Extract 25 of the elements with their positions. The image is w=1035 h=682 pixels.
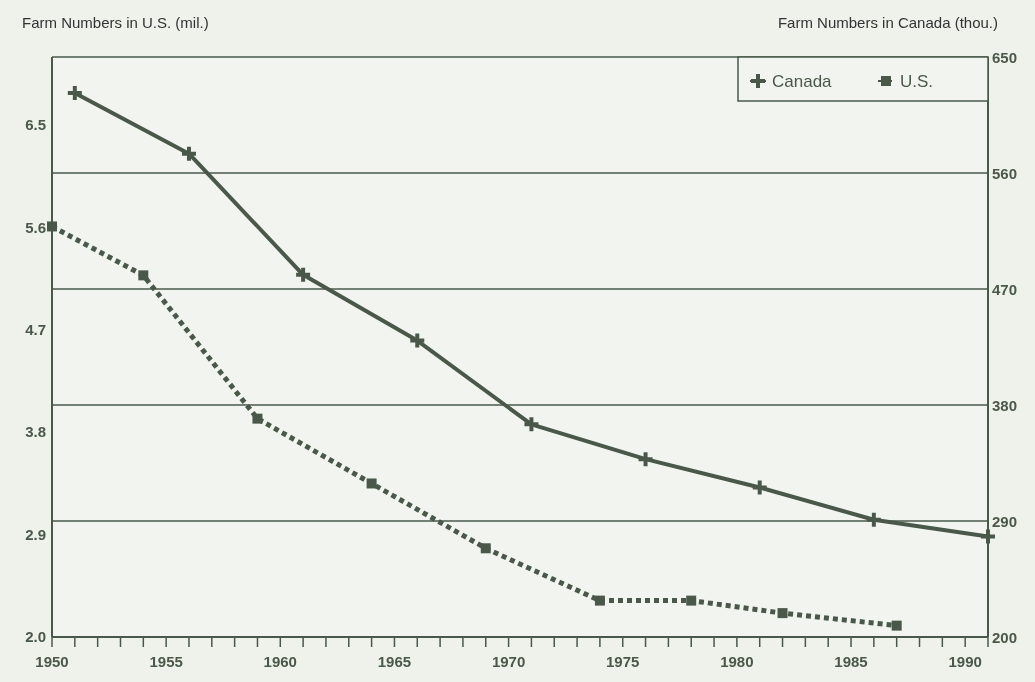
y2-tick-label: 290 (992, 513, 1018, 530)
y2-tick-label: 650 (992, 49, 1018, 66)
x-tick-label: 1980 (720, 653, 754, 670)
y-tick-label: 5.6 (25, 218, 46, 236)
y-tick-label: 2.9 (25, 525, 46, 543)
y-tick-label: 6.5 (25, 116, 46, 134)
y-tick-label: 3.8 (25, 423, 46, 441)
y2-tick-label: 560 (992, 165, 1018, 182)
x-tick-label: 1955 (149, 653, 183, 670)
y2-axis-title: Farm Numbers in Canada (thou.) (777, 14, 998, 31)
x-tick-label: 1975 (606, 653, 640, 670)
x-tick-label: 1970 (491, 653, 526, 670)
legend-label: Canada (772, 72, 833, 91)
x-tick-label: 1965 (377, 653, 412, 670)
y2-tick-label: 200 (992, 629, 1018, 646)
y-axis-title: Farm Numbers in U.S. (mil.) (22, 14, 209, 31)
y2-tick-label: 470 (992, 281, 1018, 298)
x-tick-label: 1985 (834, 653, 868, 670)
y-tick-label: 4.7 (25, 320, 46, 338)
y2-tick-label: 380 (992, 397, 1018, 414)
y-tick-label: 2.0 (25, 628, 46, 645)
x-tick-label: 1990 (948, 653, 982, 670)
x-tick-label: 1950 (35, 653, 69, 670)
x-tick-label: 1960 (263, 653, 297, 670)
legend-label: U.S. (900, 72, 934, 91)
